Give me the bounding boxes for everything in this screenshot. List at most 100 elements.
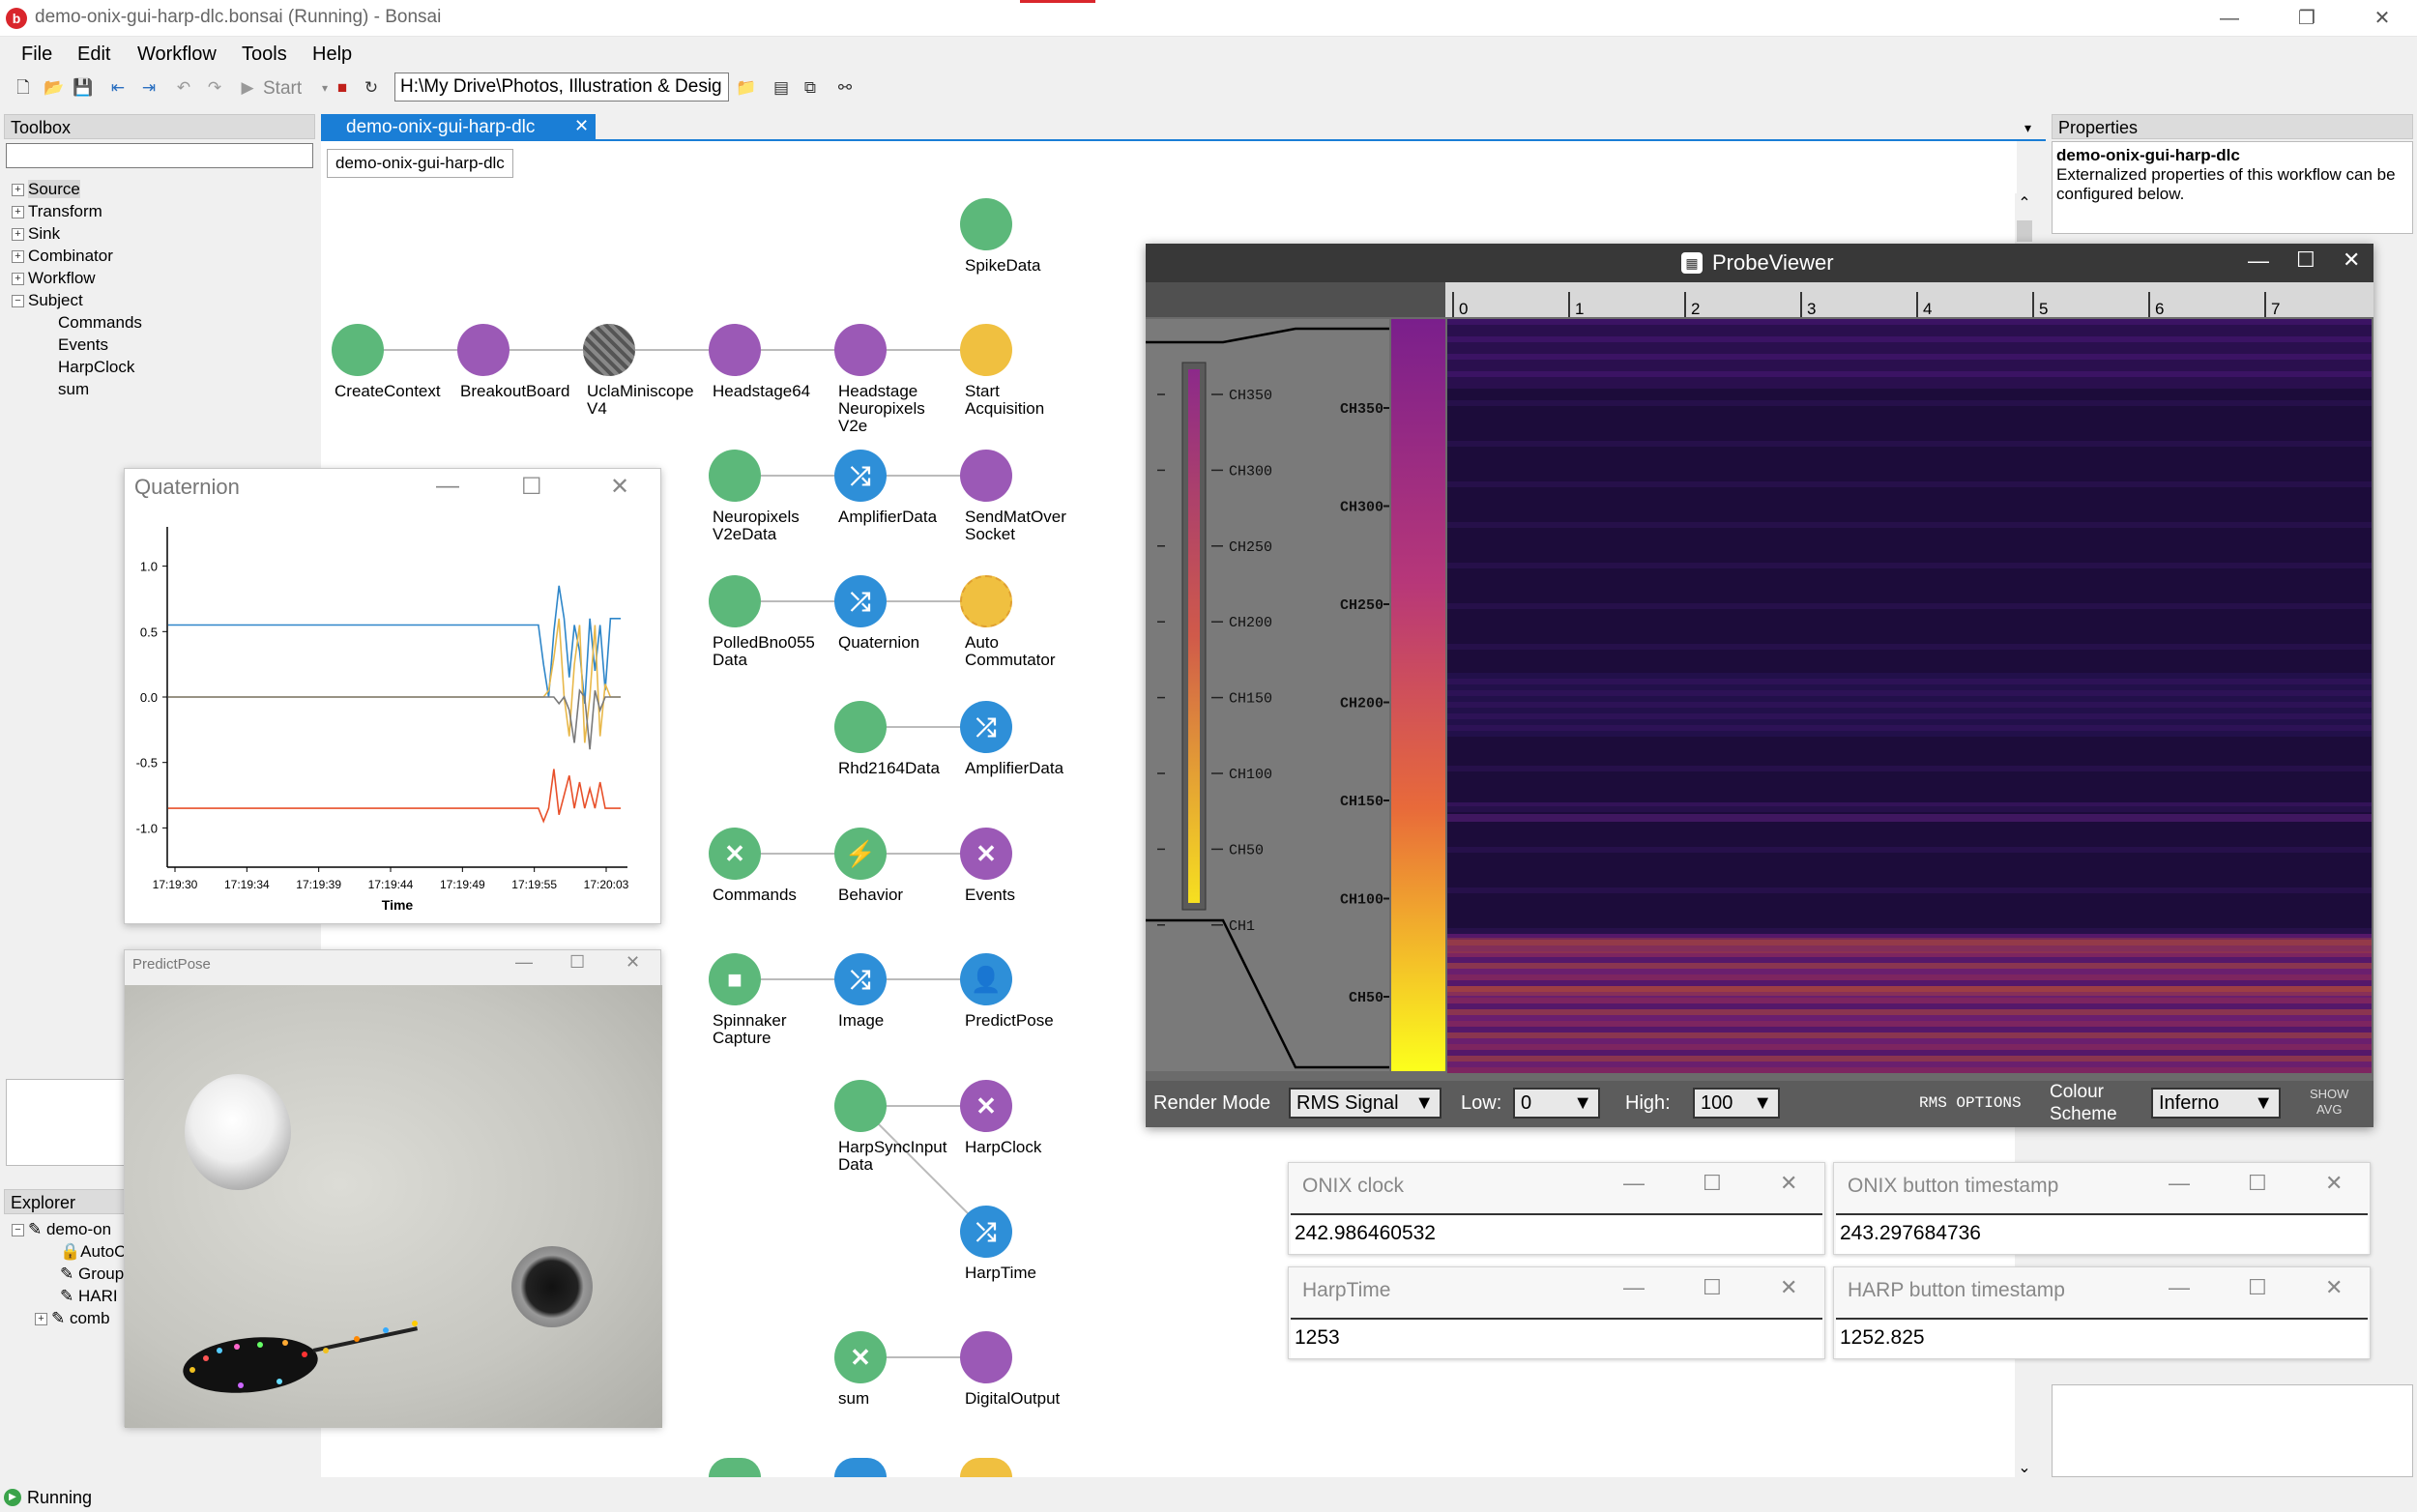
node-sendmatoversocket[interactable] [960,450,1012,502]
node-harptime[interactable]: ⤮ [960,1206,1012,1258]
breadcrumb[interactable]: demo-onix-gui-harp-dlc [327,149,513,178]
close-icon[interactable]: ✕ [2373,8,2391,29]
new-file-icon[interactable]: 🗋 [16,78,30,97]
menu-file[interactable]: File [21,44,53,65]
debug-icon[interactable]: ⚯ [837,78,853,97]
go-forward-icon[interactable]: ⇥ [141,78,157,97]
copy-icon[interactable]: ⧉ [803,78,817,97]
explorer-item-harp[interactable]: ✎ HARI [12,1285,311,1307]
node-amplifierdata-1[interactable]: ⤮ [834,450,887,502]
node-partial-1[interactable] [709,1458,761,1477]
quaternion-window[interactable]: Quaternion — ☐ ✕ 1.0 0.5 0.0 -0.5 -1.0 17:19:… [124,468,661,924]
menu-edit[interactable]: Edit [77,44,111,65]
onix-button-timestamp-window[interactable]: ONIX button timestamp — ☐ ✕ 243.29768473… [1833,1162,2371,1255]
node-spinnakercapture[interactable]: ■ [709,953,761,1005]
low-select[interactable]: 0 ▼ [1513,1088,1600,1119]
minimize-icon[interactable]: — [436,473,459,499]
tab-workflow[interactable]: demo-onix-gui-harp-dlc [321,114,596,141]
harptime-window[interactable]: HarpTime — ☐ ✕ 1253 [1288,1266,1825,1359]
maximize-icon[interactable]: ☐ [2248,1275,2267,1299]
menu-workflow[interactable]: Workflow [137,44,217,65]
folder-icon[interactable]: 📁 [736,78,757,97]
subject-item-events[interactable]: Events [58,335,108,354]
node-autocommutator[interactable] [960,575,1012,627]
node-headstage64[interactable] [709,324,761,376]
toolbox-category-workflow[interactable]: + Workflow [12,267,311,289]
node-events[interactable]: ✕ [960,828,1012,880]
toolbox-category-combinator[interactable]: + Combinator [12,245,311,267]
show-avg-button[interactable]: SHOW AVG [2310,1087,2349,1117]
minimize-icon[interactable]: — [515,952,533,972]
harp-button-timestamp-window[interactable]: HARP button timestamp — ☐ ✕ 1252.825 [1833,1266,2371,1359]
node-sum[interactable]: ✕ [834,1331,887,1383]
maximize-icon[interactable]: ☐ [1703,1171,1722,1195]
maximize-icon[interactable]: ☐ [521,474,542,500]
close-icon[interactable]: ✕ [2343,247,2361,272]
close-icon[interactable]: ✕ [2325,1171,2344,1195]
scroll-thumb[interactable] [2017,220,2032,242]
node-digitaloutput[interactable] [960,1331,1012,1383]
node-harpsyncinputdata[interactable] [834,1080,887,1132]
stop-icon[interactable]: ■ [336,78,348,97]
node-uclaminiscope[interactable] [583,324,635,376]
close-icon[interactable]: ✕ [626,952,641,972]
undo-icon[interactable]: ↶ [176,78,191,97]
node-createcontext[interactable] [332,324,384,376]
toolbox-category-source[interactable]: + Source [12,178,311,200]
start-icon[interactable]: ▶ [241,78,254,97]
toolbox-category-sink[interactable]: + Sink [12,222,311,245]
node-breakoutboard[interactable] [457,324,510,376]
save-icon[interactable]: 💾 [73,78,94,97]
maximize-icon[interactable]: ❐ [2298,8,2315,29]
close-icon[interactable]: ✕ [2325,1275,2344,1299]
node-rhd2164data[interactable] [834,701,887,753]
close-icon[interactable]: ✕ [1780,1275,1798,1299]
export-icon[interactable]: ▤ [772,78,790,97]
close-icon[interactable]: ✕ [1780,1171,1798,1195]
maximize-icon[interactable]: ☐ [1703,1275,1722,1299]
node-commands[interactable]: ✕ [709,828,761,880]
subject-item-harpclock[interactable]: HarpClock [58,358,135,376]
subject-item-commands[interactable]: Commands [58,313,142,332]
maximize-icon[interactable]: ☐ [2296,247,2315,272]
tab-dropdown-icon[interactable]: ▾ [2024,120,2032,135]
explorer-item-root[interactable]: − ✎ demo-on [12,1218,311,1240]
toolbox-category-transform[interactable]: + Transform [12,200,311,222]
node-partial-3[interactable] [960,1458,1012,1477]
minimize-icon[interactable]: — [2169,1171,2190,1195]
maximize-icon[interactable]: ☐ [2248,1171,2267,1195]
high-select[interactable]: 100 ▼ [1693,1088,1780,1119]
explorer-item-comb[interactable]: + ✎ comb [12,1307,311,1329]
scroll-up-icon[interactable]: ⌃ [2018,195,2031,212]
toolbox-category-subject[interactable]: − Subject [12,289,311,311]
go-back-icon[interactable]: ⇤ [110,78,126,97]
restart-icon[interactable]: ↻ [364,78,379,97]
start-dropdown-icon[interactable]: ▾ [321,81,329,95]
workflow-path-input[interactable]: H:\My Drive\Photos, Illustration & Desig [394,73,729,102]
maximize-icon[interactable]: ☐ [569,952,586,972]
open-file-icon[interactable]: 📂 [44,78,65,97]
scroll-down-icon[interactable]: ⌄ [2018,1460,2031,1476]
node-headstage-neuropixels[interactable] [834,324,887,376]
rms-options-button[interactable]: RMS OPTIONS [1919,1094,2022,1112]
node-partial-2[interactable] [834,1458,887,1477]
explorer-item-group[interactable]: ✎ Group [12,1263,311,1285]
node-amplifierdata-2[interactable]: ⤮ [960,701,1012,753]
node-image[interactable]: ⤮ [834,953,887,1005]
subject-item-sum[interactable]: sum [58,380,90,398]
node-quaternion[interactable]: ⤮ [834,575,887,627]
predictpose-window[interactable]: PredictPose — ☐ ✕ [124,949,662,1428]
node-neuropixelsv2edata[interactable] [709,450,761,502]
node-spikedata[interactable] [960,198,1012,250]
onix-clock-window[interactable]: ONIX clock — ☐ ✕ 242.986460532 [1288,1162,1825,1255]
minimize-icon[interactable]: — [2169,1275,2190,1299]
minimize-icon[interactable]: — [1623,1275,1645,1299]
colour-scheme-select[interactable]: Inferno ▼ [2151,1088,2281,1119]
close-icon[interactable]: ✕ [610,474,630,500]
toolbox-search-input[interactable] [6,143,313,168]
start-button[interactable]: Start [263,78,303,99]
node-predictpose[interactable]: 👤 [960,953,1012,1005]
minimize-icon[interactable]: — [2248,248,2269,273]
minimize-icon[interactable]: — [2220,8,2239,29]
explorer-item-autocommutator[interactable]: 🔒AutoC [12,1240,311,1263]
